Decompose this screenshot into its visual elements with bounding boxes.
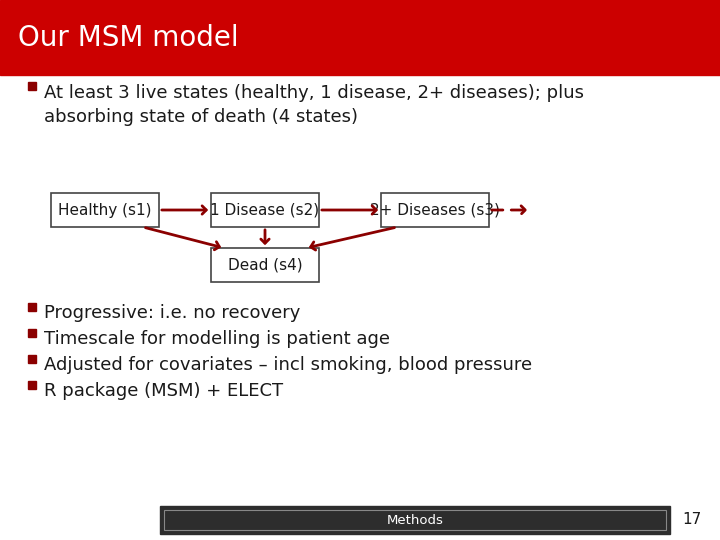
Text: Progressive: i.e. no recovery: Progressive: i.e. no recovery — [44, 304, 300, 322]
Bar — [0, 0, 720, 75]
FancyBboxPatch shape — [211, 193, 319, 227]
Bar — [28, 82, 36, 90]
Text: 17: 17 — [683, 512, 701, 528]
Text: Healthy (s1): Healthy (s1) — [58, 202, 152, 218]
Bar — [28, 303, 36, 311]
Bar — [28, 381, 36, 389]
Text: Dead (s4): Dead (s4) — [228, 258, 302, 273]
FancyBboxPatch shape — [211, 248, 319, 282]
Text: 2+ Diseases (s3): 2+ Diseases (s3) — [370, 202, 500, 218]
Bar — [164, 510, 666, 530]
Text: 1 Disease (s2): 1 Disease (s2) — [210, 202, 320, 218]
Text: Our MSM model: Our MSM model — [18, 24, 238, 51]
FancyBboxPatch shape — [51, 193, 159, 227]
FancyBboxPatch shape — [381, 193, 489, 227]
Bar — [28, 355, 36, 363]
Text: Adjusted for covariates – incl smoking, blood pressure: Adjusted for covariates – incl smoking, … — [44, 356, 532, 374]
Bar — [28, 329, 36, 337]
Text: R package (MSM) + ELECT: R package (MSM) + ELECT — [44, 382, 283, 400]
Text: Timescale for modelling is patient age: Timescale for modelling is patient age — [44, 330, 390, 348]
Bar — [160, 506, 670, 534]
Text: Methods: Methods — [387, 514, 444, 526]
Text: At least 3 live states (healthy, 1 disease, 2+ diseases); plus
absorbing state o: At least 3 live states (healthy, 1 disea… — [44, 84, 584, 126]
